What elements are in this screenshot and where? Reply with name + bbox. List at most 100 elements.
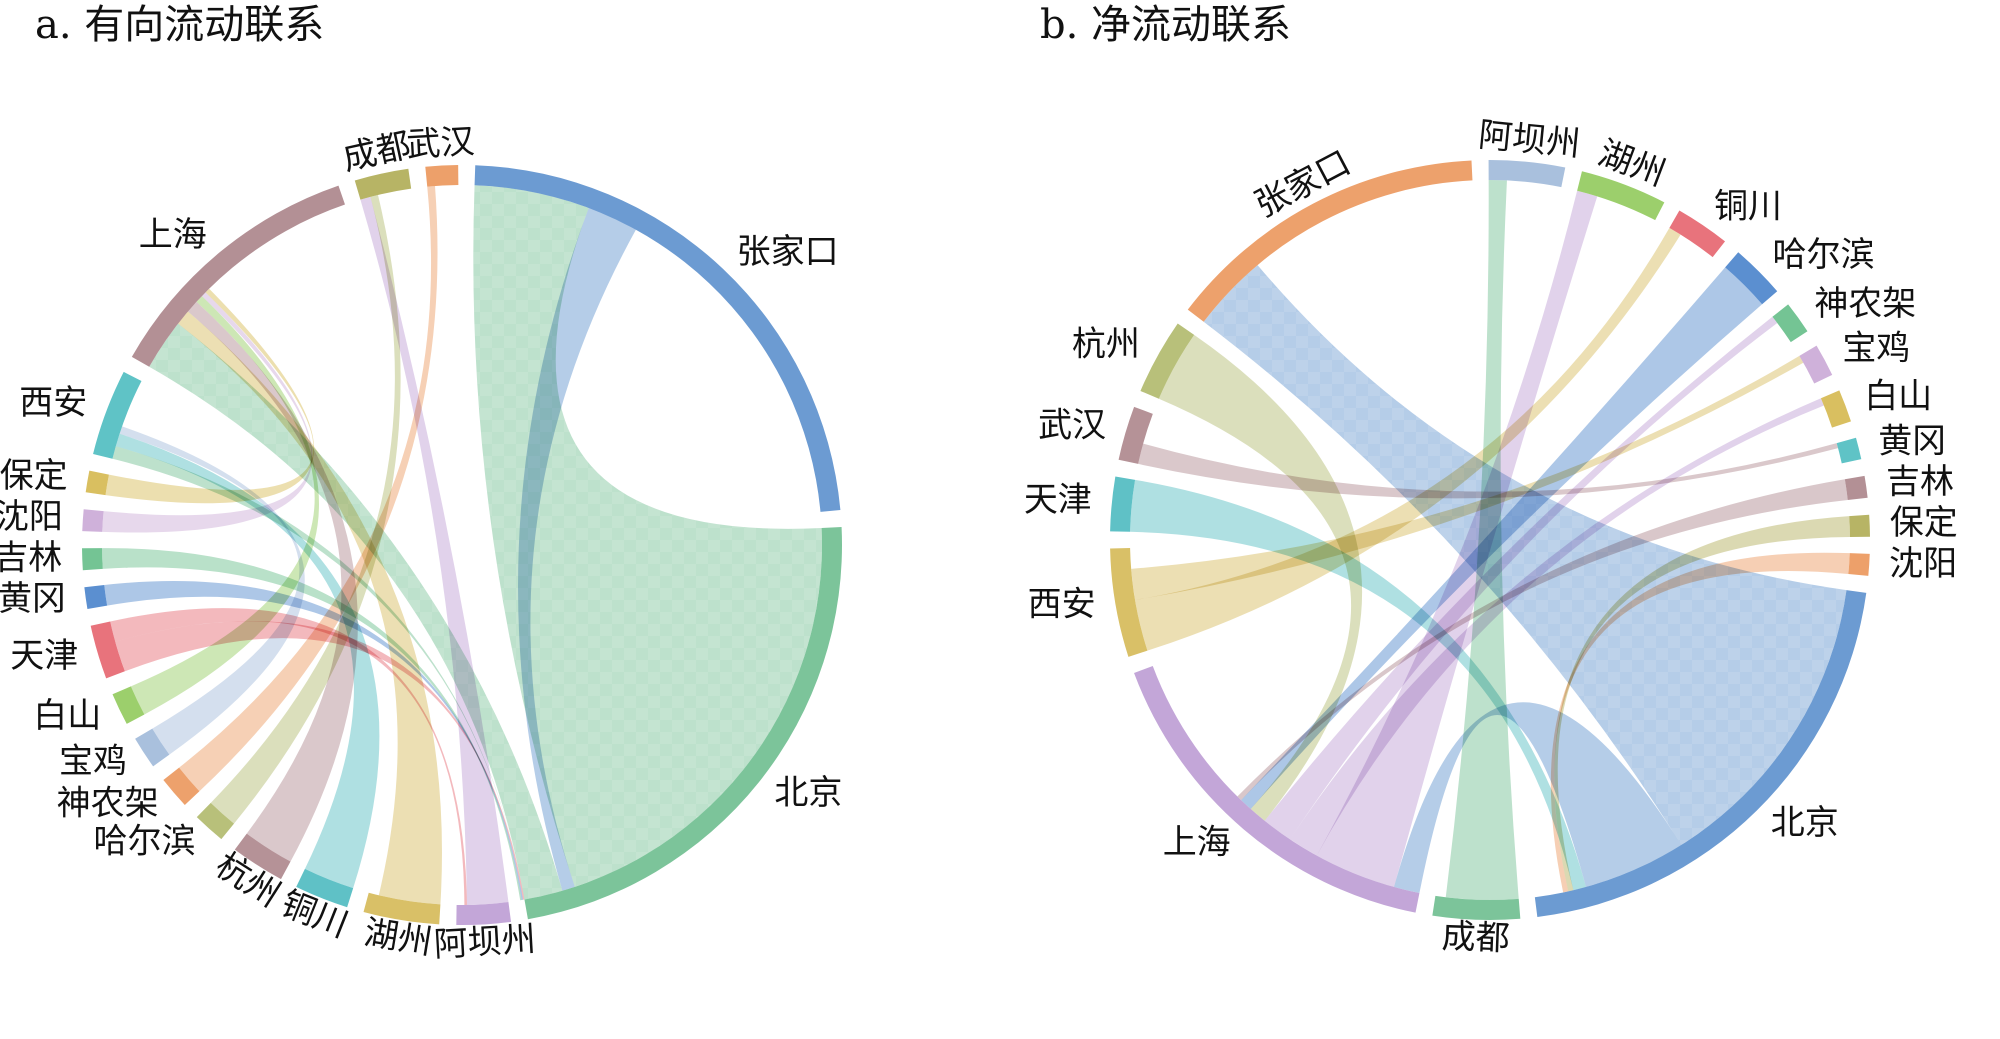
- chord-a-16: [105, 288, 315, 504]
- node-arc-b-13: [1799, 345, 1833, 384]
- node-arc-b-9: [1577, 171, 1665, 221]
- chord-b-1: [1394, 702, 1682, 894]
- node-label-a-8: 宝鸡: [59, 742, 127, 782]
- chord-texture-b-0: [1203, 265, 1847, 845]
- node-arc-b-4: [1110, 476, 1136, 532]
- chord-b-3: [1316, 190, 1598, 887]
- chord-b-6: [1135, 227, 1681, 651]
- chord-a-15: [102, 292, 313, 533]
- node-arc-a-10: [90, 621, 125, 679]
- node-label-a-1: 北京: [774, 773, 842, 813]
- node-arc-b-8: [1488, 160, 1566, 188]
- node-arc-a-0: [474, 165, 841, 512]
- node-label-a-14: 保定: [0, 456, 68, 496]
- node-arc-a-9: [112, 686, 145, 724]
- node-arc-a-1: [524, 527, 842, 920]
- node-label-a-10: 天津: [10, 636, 78, 676]
- chord-a-8: [178, 311, 442, 905]
- node-label-b-2: 上海: [1163, 823, 1231, 863]
- node-arc-a-14: [85, 470, 109, 496]
- node-arcs: [1110, 160, 1870, 920]
- node-arc-b-11: [1725, 252, 1778, 305]
- node-label-a-6: 哈尔滨: [93, 821, 195, 861]
- node-label-a-13: 沈阳: [0, 497, 63, 537]
- node-arc-b-2: [1134, 665, 1420, 913]
- node-arc-b-12: [1772, 304, 1808, 343]
- node-label-a-15: 西安: [19, 383, 87, 423]
- node-arc-a-6: [196, 802, 234, 840]
- chord-b-10: [1158, 334, 1363, 821]
- node-label-b-4: 天津: [1024, 480, 1092, 520]
- node-label-b-14: 白山: [1864, 377, 1932, 417]
- node-arc-a-12: [82, 548, 103, 571]
- chord-diagram-a: 张家口北京阿坝州湖州铜川杭州哈尔滨神农架宝鸡白山天津黄冈吉林沈阳保定西安上海成都…: [0, 122, 842, 965]
- node-label-a-11: 黄冈: [0, 579, 66, 619]
- chord-a-13: [119, 426, 305, 755]
- node-arc-a-7: [163, 767, 200, 805]
- node-arc-a-8: [135, 728, 170, 767]
- node-label-b-10: 铜川: [1714, 187, 1782, 227]
- node-arc-a-17: [354, 168, 412, 200]
- node-arc-b-17: [1849, 514, 1870, 537]
- node-arc-b-1: [1432, 895, 1521, 920]
- node-label-b-12: 神农架: [1814, 284, 1916, 324]
- node-arc-b-0: [1534, 590, 1867, 918]
- node-label-b-1: 成都: [1441, 917, 1510, 959]
- node-arc-a-16: [131, 185, 345, 367]
- node-label-a-9: 白山: [33, 696, 101, 736]
- node-label-b-11: 哈尔滨: [1773, 235, 1875, 275]
- node-label-a-12: 吉林: [0, 538, 62, 578]
- chord-b-11: [1241, 267, 1763, 809]
- chord-b-5: [1264, 316, 1778, 840]
- panel-b-title: b. 净流动联系: [1040, 2, 1291, 48]
- node-label-a-16: 上海: [139, 215, 207, 255]
- chord-a-1: [518, 208, 636, 891]
- chord-a-11: [210, 194, 401, 824]
- node-arc-a-15: [93, 371, 142, 459]
- chord-a-7: [360, 196, 509, 905]
- node-arc-a-11: [84, 585, 108, 609]
- node-labels: 张家口北京阿坝州湖州铜川杭州哈尔滨神农架宝鸡白山天津黄冈吉林沈阳保定西安上海成都…: [0, 122, 842, 965]
- node-label-b-18: 沈阳: [1889, 544, 1957, 584]
- node-label-b-5: 武汉: [1038, 405, 1106, 445]
- node-arc-b-14: [1820, 390, 1851, 428]
- chord-a-14: [130, 296, 319, 715]
- node-arc-a-5: [234, 833, 291, 880]
- node-label-b-8: 阿坝州: [1477, 115, 1582, 165]
- node-label-a-7: 神农架: [57, 784, 159, 824]
- node-label-b-3: 西安: [1028, 585, 1096, 625]
- node-arc-b-18: [1848, 553, 1870, 576]
- node-label-b-0: 北京: [1771, 803, 1839, 843]
- node-arc-a-4: [296, 868, 354, 908]
- node-label-b-13: 宝鸡: [1842, 329, 1910, 369]
- node-arc-b-16: [1844, 475, 1868, 500]
- node-arc-a-3: [363, 892, 441, 925]
- chord-a-9: [115, 433, 380, 889]
- chord-texture-a-0: [473, 185, 822, 887]
- node-arc-b-10: [1669, 210, 1726, 258]
- node-arc-b-3: [1110, 548, 1148, 657]
- chord-links: [1130, 180, 1850, 900]
- chord-b-7: [1131, 355, 1804, 600]
- node-label-a-18: 武汉: [406, 122, 476, 166]
- node-label-a-2: 阿坝州: [433, 919, 537, 965]
- chord-texture-a-2: [149, 323, 563, 900]
- node-label-a-0: 张家口: [737, 232, 839, 272]
- chord-a-10: [187, 301, 358, 862]
- node-arc-a-2: [456, 901, 512, 925]
- node-arc-b-5: [1118, 406, 1153, 464]
- node-label-b-6: 杭州: [1072, 325, 1140, 365]
- node-label-b-17: 保定: [1890, 503, 1958, 543]
- panel-a-title: a. 有向流动联系: [35, 2, 324, 48]
- chord-a-4: [115, 620, 525, 900]
- chord-links: [102, 185, 822, 905]
- node-label-b-15: 黄冈: [1878, 422, 1946, 462]
- node-arcs: [82, 165, 842, 925]
- node-arc-b-7: [1187, 160, 1473, 322]
- node-arc-a-18: [425, 165, 459, 187]
- node-arc-b-15: [1836, 437, 1862, 464]
- node-arc-a-13: [82, 509, 104, 532]
- node-label-b-16: 吉林: [1886, 462, 1954, 502]
